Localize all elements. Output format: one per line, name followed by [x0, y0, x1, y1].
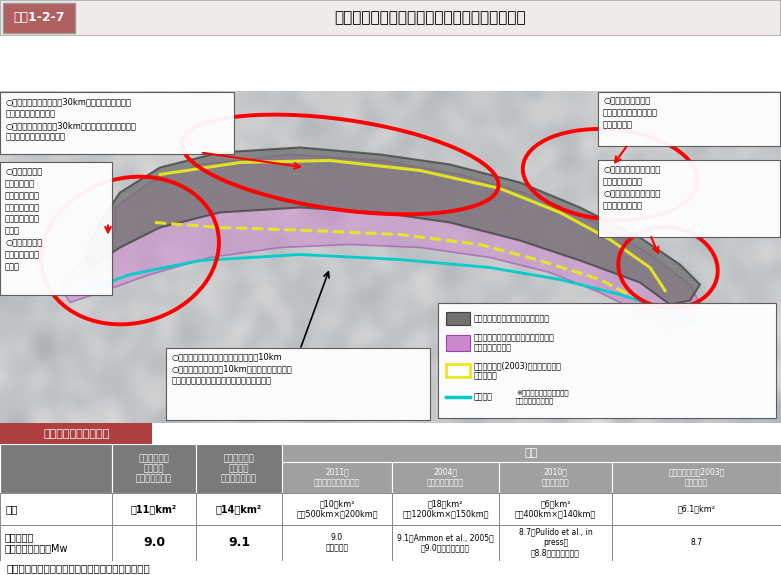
- FancyBboxPatch shape: [282, 524, 392, 561]
- FancyBboxPatch shape: [196, 493, 282, 524]
- FancyBboxPatch shape: [438, 302, 776, 417]
- FancyBboxPatch shape: [196, 444, 282, 493]
- Text: ※海底地形図は海上保安庁
　提供データによる: ※海底地形図は海上保安庁 提供データによる: [516, 389, 569, 404]
- Text: 9.1（Ammon et al., 2005）
［9.0（理科年表）］: 9.1（Ammon et al., 2005） ［9.0（理科年表）］: [397, 533, 494, 553]
- Text: 約6万km²
（約400km×約140km）: 約6万km² （約400km×約140km）: [515, 499, 596, 519]
- Text: ○強震断層域：プレート境界面深さ約10km
○津波断層域：深さ約10kmからトラフ軸までの
　領域に津波地震を引き起こすすべりを設定: ○強震断層域：プレート境界面深さ約10km ○津波断層域：深さ約10kmからトラ…: [172, 352, 293, 385]
- FancyBboxPatch shape: [0, 423, 152, 444]
- Text: トラフ軸: トラフ軸: [474, 392, 493, 401]
- Text: 2011年
東北地方太平洋沖地震: 2011年 東北地方太平洋沖地震: [314, 467, 360, 487]
- FancyBboxPatch shape: [499, 462, 612, 493]
- Text: ○プレート境界面深さ約30kmから深部低周波地震
　が発生している領域
○プレート境界面深さ30kmの位置を修正し，内陸側
　のさらに深い方に広がる: ○プレート境界面深さ約30kmから深部低周波地震 が発生している領域 ○プレート…: [6, 97, 137, 142]
- Text: 強震断層域（津波断層域の主断層）: 強震断層域（津波断層域の主断層）: [474, 314, 550, 323]
- FancyBboxPatch shape: [499, 493, 612, 524]
- Text: 約18万km²
（約1200km×約150km）: 約18万km² （約1200km×約150km）: [402, 499, 489, 519]
- FancyBboxPatch shape: [612, 493, 781, 524]
- Text: 図表1-2-7: 図表1-2-7: [13, 12, 65, 25]
- Text: 9.0
（気象庁）: 9.0 （気象庁）: [326, 533, 348, 553]
- Text: 約14万km²: 約14万km²: [216, 504, 262, 514]
- Text: 南海トラフの
巨大地震
（強震断層域）: 南海トラフの 巨大地震 （強震断層域）: [136, 454, 172, 484]
- Text: 南海トラフの
巨大地震
（津波断層域）: 南海トラフの 巨大地震 （津波断層域）: [221, 454, 257, 484]
- Text: 約10万km²
（約500km×約200km）: 約10万km² （約500km×約200km）: [296, 499, 378, 519]
- Text: 9.0: 9.0: [143, 536, 165, 549]
- FancyBboxPatch shape: [446, 312, 470, 324]
- Text: 2010年
チリ中部地震: 2010年 チリ中部地震: [542, 467, 569, 487]
- FancyBboxPatch shape: [0, 163, 112, 294]
- Text: 出典：「南海トラフの巨大地震モデル検討会」資料: 出典：「南海トラフの巨大地震モデル検討会」資料: [6, 563, 150, 573]
- FancyBboxPatch shape: [282, 444, 781, 462]
- FancyBboxPatch shape: [392, 493, 499, 524]
- Text: 8.7: 8.7: [690, 538, 702, 547]
- FancyBboxPatch shape: [0, 93, 234, 155]
- FancyBboxPatch shape: [112, 493, 196, 524]
- FancyBboxPatch shape: [392, 524, 499, 561]
- Text: 中央防災会議（2003）
強震断層域: 中央防災会議（2003） 強震断層域: [669, 467, 725, 487]
- FancyBboxPatch shape: [612, 462, 781, 493]
- Text: 約11万km²: 約11万km²: [131, 504, 177, 514]
- Text: ○九州・パラオ
　海嶺付近で
　フィリピン海
　プレートが厚
　くなっている
　領域
○日向灘北部か
　ら南西方向に
　拡大: ○九州・パラオ 海嶺付近で フィリピン海 プレートが厚 くなっている 領域 ○日…: [5, 167, 42, 271]
- Text: 参考: 参考: [525, 448, 538, 458]
- Text: ○震源分布から見て
プレートの形状が明瞭で
なくなる領域: ○震源分布から見て プレートの形状が明瞭で なくなる領域: [603, 97, 658, 129]
- Text: モーメント
マグニチュード　Mw: モーメント マグニチュード Mw: [5, 532, 69, 554]
- Text: 約6.1万km²: 約6.1万km²: [677, 504, 715, 513]
- Text: 8.7（Pulido et al., in
press）
［8.8（理科年表）］: 8.7（Pulido et al., in press） ［8.8（理科年表）］: [519, 528, 592, 558]
- Polygon shape: [85, 147, 700, 305]
- FancyBboxPatch shape: [166, 347, 430, 420]
- FancyBboxPatch shape: [282, 462, 392, 493]
- FancyBboxPatch shape: [196, 524, 282, 561]
- Text: 地震の規模（確定値）: 地震の規模（確定値）: [43, 428, 109, 439]
- FancyBboxPatch shape: [0, 524, 112, 561]
- FancyBboxPatch shape: [499, 524, 612, 561]
- FancyBboxPatch shape: [392, 462, 499, 493]
- FancyBboxPatch shape: [0, 0, 781, 36]
- FancyBboxPatch shape: [598, 93, 780, 147]
- Text: 9.1: 9.1: [228, 536, 250, 549]
- Text: ○トラフ軸から富士川河
　口断層帯の北端
○富士川河口断層帯の領
　域も対象とする: ○トラフ軸から富士川河 口断層帯の北端 ○富士川河口断層帯の領 域も対象とする: [603, 166, 660, 210]
- FancyBboxPatch shape: [446, 335, 470, 351]
- FancyBboxPatch shape: [612, 524, 781, 561]
- FancyBboxPatch shape: [446, 363, 470, 377]
- FancyBboxPatch shape: [598, 160, 780, 236]
- Text: 面積: 面積: [5, 504, 17, 514]
- Text: 津波地震を検討する領域（津波断層域
に追加する領域）: 津波地震を検討する領域（津波断層域 に追加する領域）: [474, 333, 555, 352]
- FancyBboxPatch shape: [282, 493, 392, 524]
- FancyBboxPatch shape: [112, 444, 196, 493]
- FancyBboxPatch shape: [3, 3, 75, 33]
- Text: 南海トラフの巨大地震の新たな想定震源断層域: 南海トラフの巨大地震の新たな想定震源断層域: [334, 10, 526, 25]
- Text: 中央防災会議(2003)の強震断層域、
津波断層域: 中央防災会議(2003)の強震断層域、 津波断層域: [474, 361, 562, 380]
- Polygon shape: [60, 155, 700, 328]
- Text: 2004年
スマトラ島沖地震: 2004年 スマトラ島沖地震: [427, 467, 464, 487]
- FancyBboxPatch shape: [0, 444, 112, 493]
- FancyBboxPatch shape: [112, 524, 196, 561]
- FancyBboxPatch shape: [0, 493, 112, 524]
